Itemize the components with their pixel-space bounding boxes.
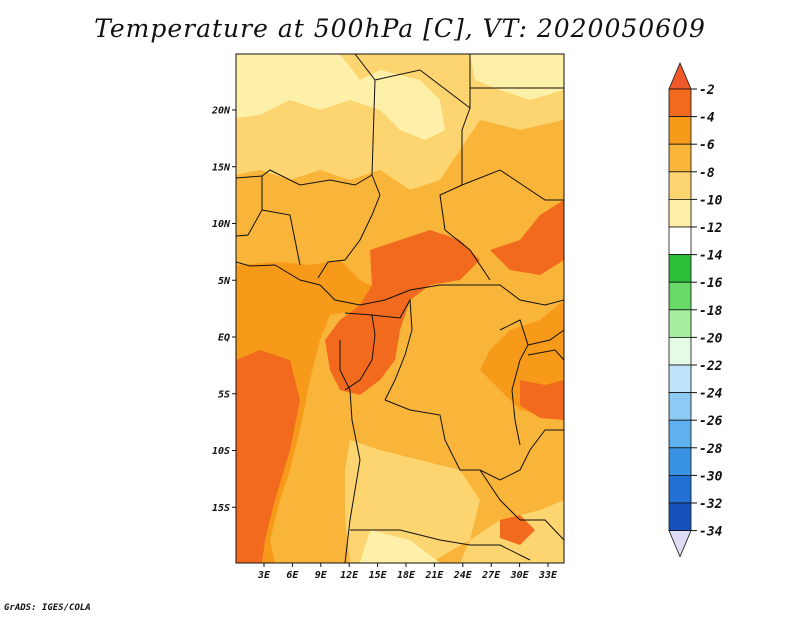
colorbar-bin [668, 116, 692, 145]
colorbar-bin [668, 254, 692, 283]
lon-tick-label: 15E [369, 570, 388, 581]
field-band-m2-west [236, 350, 300, 563]
colorbar-label: -10 [699, 193, 723, 208]
map-frame [235, 53, 565, 564]
colorbar-label: -8 [699, 166, 715, 181]
colorbar-label: -26 [699, 414, 723, 429]
border-line [371, 298, 413, 401]
colorbar-label: -22 [699, 359, 723, 374]
colorbar-bin [668, 88, 692, 118]
lon-tick-label: 30E [510, 570, 530, 581]
colorbar-label: -24 [699, 387, 723, 402]
border-line [236, 176, 263, 237]
colorbar-label: -28 [699, 442, 723, 457]
border-line [261, 209, 301, 266]
field-band-m10 [236, 54, 445, 140]
field-band-m2-se [500, 515, 535, 545]
longitude-axis: 3E 6E 9E 12E 15E 18E 21E 24E 27E 30E 33E [257, 563, 558, 581]
lat-tick-label: 20N [211, 106, 231, 117]
border-line [461, 169, 564, 201]
border-line [344, 312, 376, 391]
colorbar-bin [668, 364, 692, 394]
border-line [374, 54, 471, 110]
colorbar-label: -2 [699, 83, 715, 98]
lon-tick-label: 27E [481, 570, 501, 581]
lon-tick-label: 6E [286, 570, 299, 581]
border-line [317, 174, 381, 279]
lat-tick-label: 5N [218, 276, 231, 287]
colorbar-label: -12 [699, 221, 723, 236]
lat-tick-label: 10N [212, 219, 231, 230]
lon-tick-label: 24E [453, 570, 473, 581]
colorbar-bin [668, 171, 692, 200]
lon-tick-label: 3E [257, 570, 271, 581]
latitude-axis: 20N 15N 10N 5N EQ 5S 10S 15S [211, 106, 236, 514]
colorbar-bin [668, 198, 692, 228]
border-line [527, 349, 564, 361]
border-line [499, 319, 529, 446]
colorbar-label: -30 [699, 469, 723, 484]
chart-title: Temperature at 500hPa [C], VT: 202005060… [94, 14, 706, 43]
lat-tick-label: EQ [218, 333, 230, 344]
country-borders [236, 54, 564, 563]
colorbar: -2 -4 -6 -8 -10 -12 -14 -16 -18 -20 -22 -24 -26 -28 -3… [668, 61, 723, 558]
grads-credit: GrADS: IGES/COLA [4, 603, 91, 613]
colorbar-bin [668, 281, 692, 311]
lat-tick-label: 10S [212, 446, 230, 457]
colorbar-bin [668, 392, 692, 421]
colorbar-top-arrow [668, 61, 692, 90]
colorbar-bin [668, 502, 692, 532]
border-line [236, 261, 321, 286]
colorbar-bottom-arrow [668, 530, 692, 558]
lon-tick-label: 33E [538, 570, 558, 581]
lon-tick-label: 12E [340, 570, 359, 581]
border-line [350, 529, 531, 561]
border-line [479, 469, 564, 541]
lon-tick-label: 9E [315, 570, 328, 581]
colorbar-bin [668, 419, 692, 449]
colorbar-label: -18 [699, 304, 723, 319]
field-band-m6-ne [430, 290, 520, 340]
lat-tick-label: 15S [212, 503, 230, 514]
colorbar-label: -32 [699, 497, 723, 512]
colorbar-bin [668, 336, 692, 366]
lon-tick-label: 18E [397, 570, 416, 581]
field-band-m6 [236, 120, 564, 265]
border-line [439, 107, 491, 281]
colorbar-label: -20 [699, 331, 723, 346]
field-band-m2-east [520, 380, 564, 420]
colorbar-bin [668, 447, 692, 476]
colorbar-label: -14 [699, 249, 723, 264]
field-band-m2-ne [490, 200, 564, 275]
colorbar-bin [668, 143, 692, 173]
temperature-field [236, 54, 564, 563]
colorbar-label: -16 [699, 276, 723, 291]
colorbar-bin [668, 226, 692, 256]
colorbar-label: -4 [699, 111, 715, 126]
border-line [319, 284, 564, 306]
border-line [527, 329, 564, 346]
field-band-m10-s [360, 530, 440, 563]
lat-tick-label: 5S [218, 389, 230, 400]
field-band-m6-center [350, 370, 564, 540]
lon-tick-label: 21E [424, 570, 444, 581]
colorbar-bin [668, 474, 692, 504]
lat-tick-label: 15N [212, 162, 231, 173]
colorbar-label: -34 [699, 525, 723, 540]
colorbar-bin [668, 309, 692, 338]
border-line [339, 340, 361, 563]
colorbar-label: -6 [699, 138, 715, 153]
